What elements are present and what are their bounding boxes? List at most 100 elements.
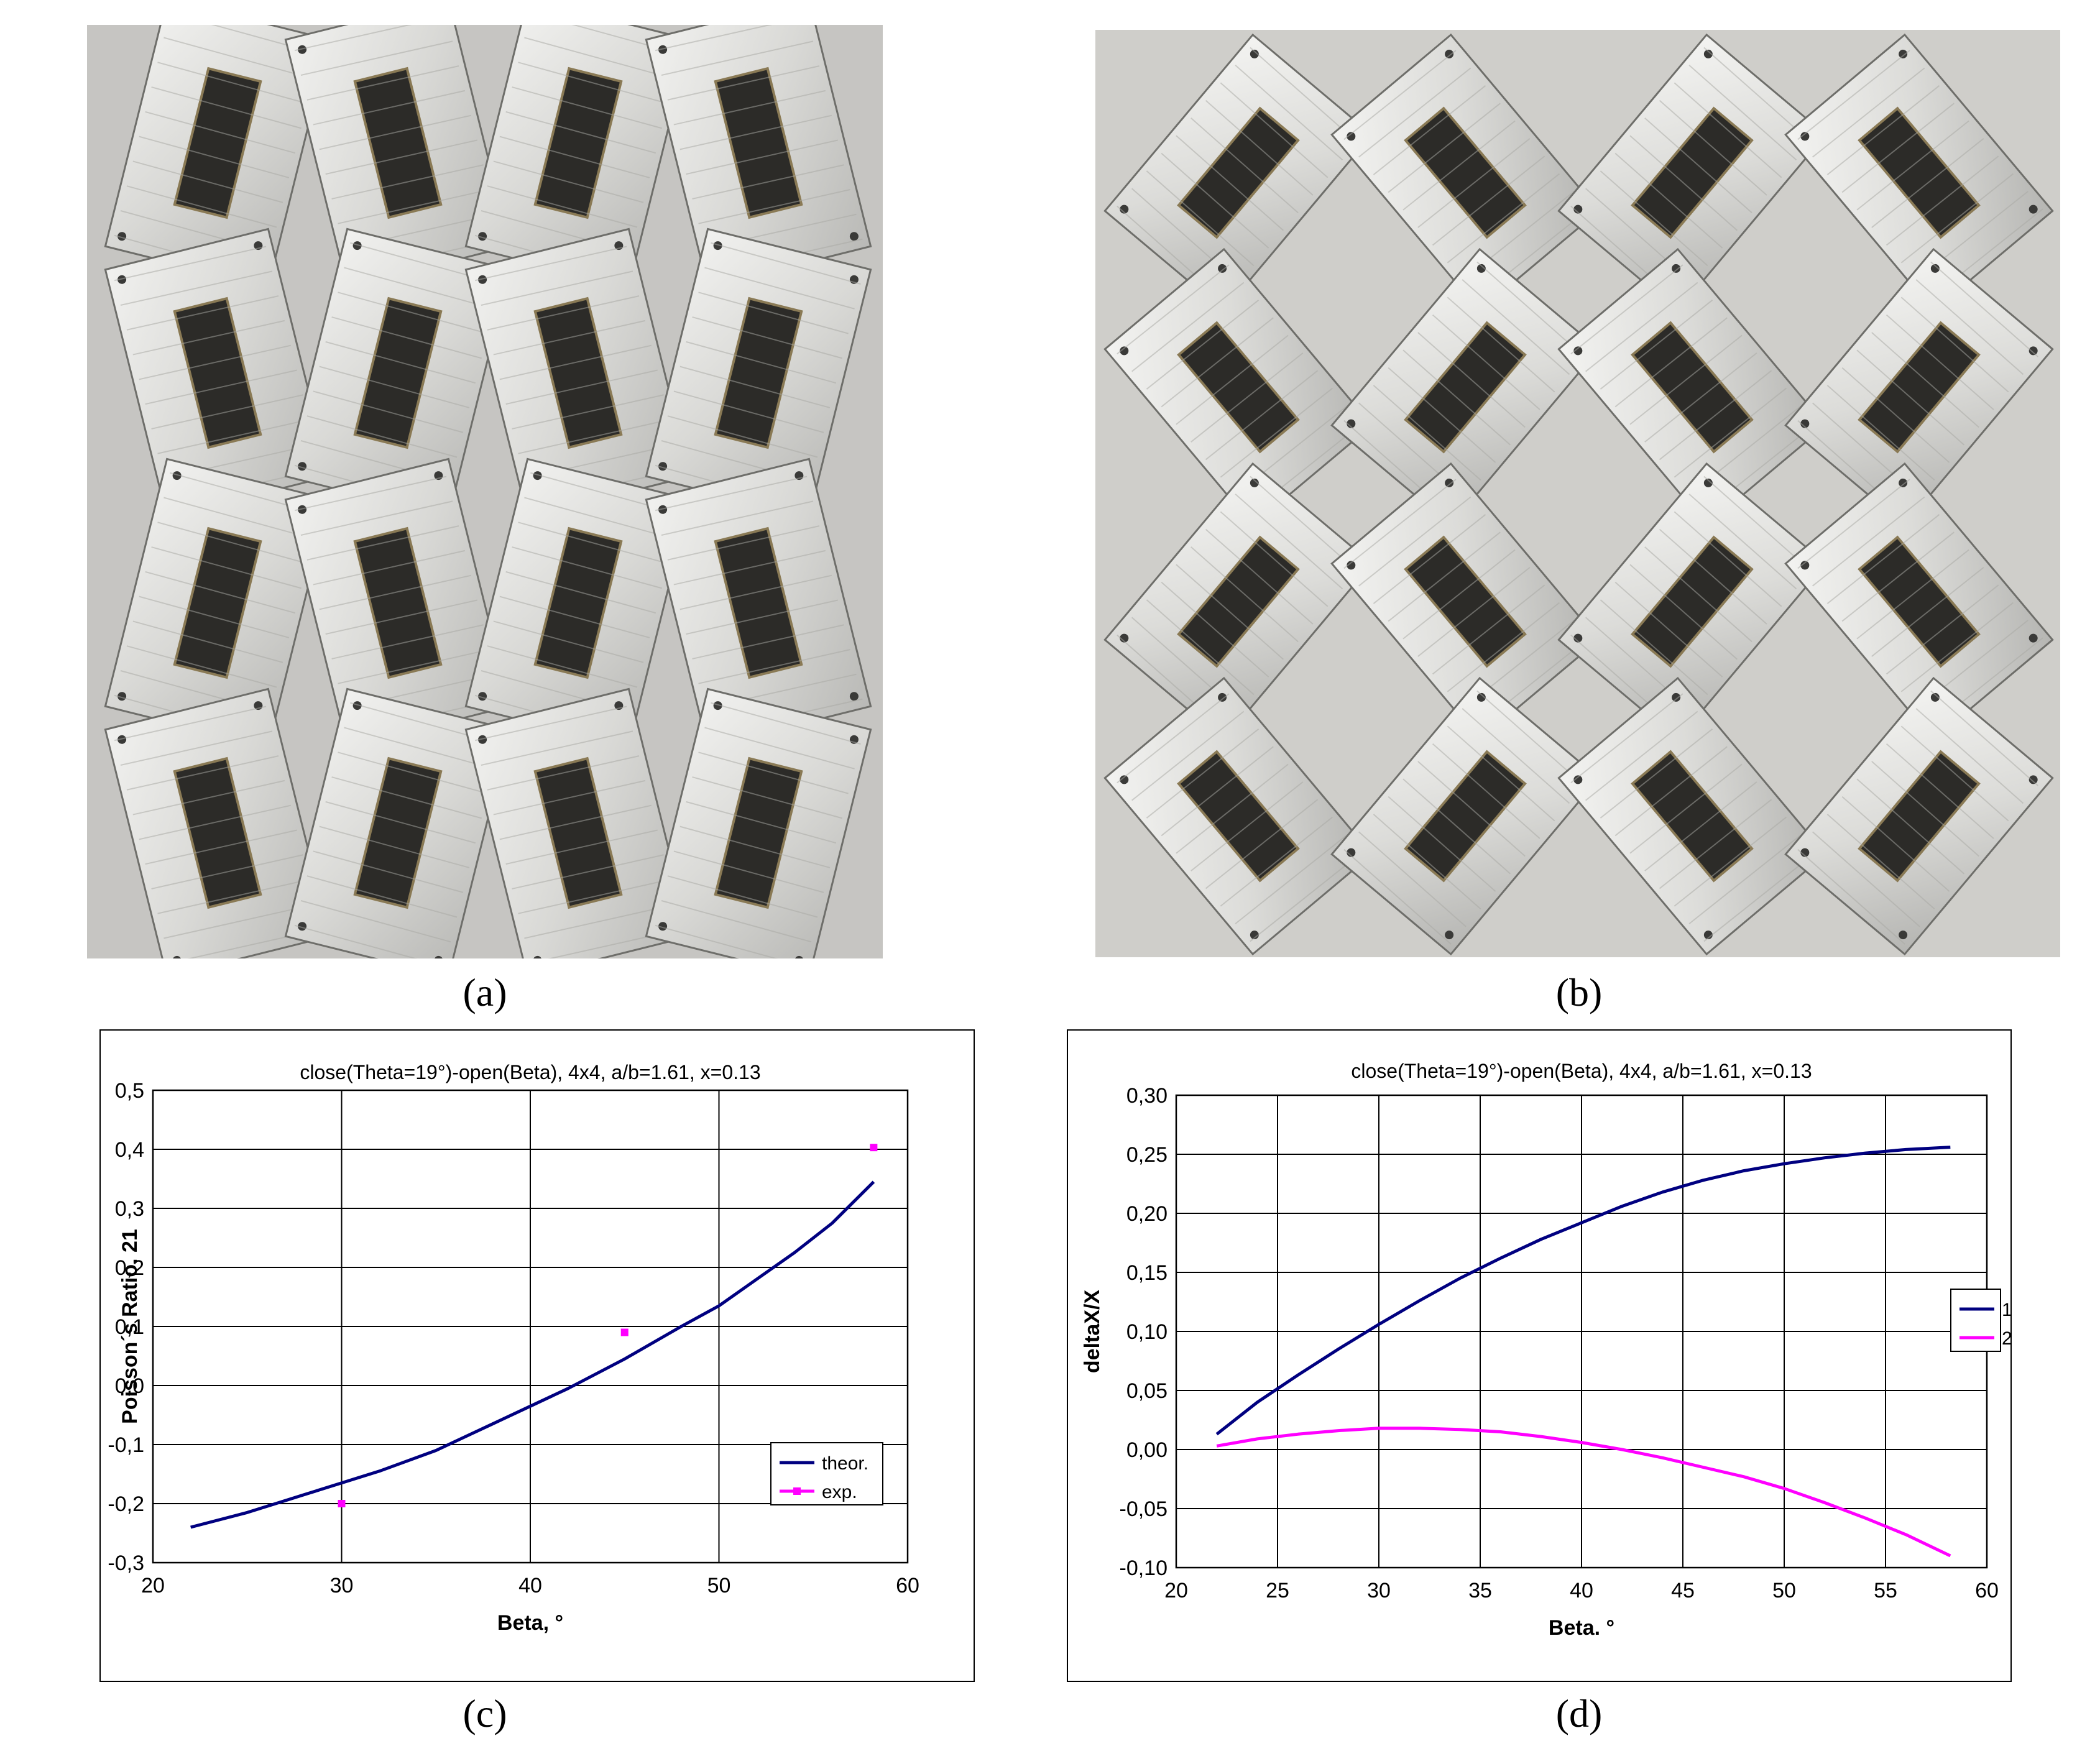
rivet (1250, 49, 1259, 58)
brush-mark (1703, 47, 1812, 143)
frame-slot (714, 526, 803, 679)
rivet (1218, 692, 1227, 702)
brush-mark (1417, 761, 1526, 857)
brush-mark (338, 292, 488, 334)
x-tick-label: 45 (1671, 1579, 1695, 1602)
rivet (1899, 478, 1908, 487)
legend-marker (793, 1487, 801, 1495)
brush-mark (1871, 761, 1979, 857)
brush-mark (661, 900, 812, 943)
brush-mark (145, 829, 297, 865)
brush-mark (1930, 261, 2038, 357)
y-tick-label: 0,20 (1126, 1202, 1167, 1226)
brush-mark (1871, 138, 1984, 228)
rivet (352, 241, 362, 250)
brush-mark (1841, 796, 1950, 892)
brush-mark (499, 136, 650, 178)
brush-mark (1235, 494, 1343, 590)
brush-mark (1600, 599, 1708, 696)
brush-mark (1146, 599, 1255, 696)
brush-mark (1146, 170, 1255, 267)
rivet (1899, 49, 1908, 58)
brush-mark (673, 390, 824, 433)
brush-mark (1432, 743, 1540, 839)
brush-mark (157, 62, 308, 104)
brush-mark (114, 705, 267, 742)
brush-mark (686, 801, 837, 844)
brush-mark (319, 365, 470, 408)
rivet (658, 45, 668, 54)
brush-mark (1388, 531, 1501, 622)
legend-label: 1 (2002, 1300, 2012, 1320)
brush-mark (655, 924, 806, 958)
brush-mark (1176, 334, 1289, 425)
photo-open-structure (1095, 30, 2060, 957)
brush-mark (1417, 567, 1531, 657)
brush-mark (686, 599, 838, 635)
brush-mark (163, 497, 314, 540)
brush-mark (300, 40, 453, 76)
brush-mark (1600, 170, 1708, 267)
legend-label: exp. (822, 1482, 857, 1502)
brush-mark (1343, 479, 1457, 569)
brush-mark (698, 292, 849, 334)
brush-mark (1644, 781, 1757, 871)
brush-mark (524, 903, 676, 939)
brush-mark (1117, 693, 1230, 784)
frame-slot (1404, 750, 1527, 883)
brush-mark (1570, 264, 1683, 355)
frame-slot (353, 67, 443, 219)
frame-slot (533, 526, 623, 679)
rivet (1120, 205, 1129, 214)
chart-title: close(Theta=19°)-open(Beta), 4x4, a/b=1.… (1351, 1060, 1812, 1082)
brush-mark (1585, 710, 1698, 801)
brush-mark (1674, 387, 1787, 478)
brush-mark (306, 525, 459, 561)
metal-frame (1784, 247, 2054, 527)
frame-slot (1631, 321, 1754, 454)
metal-frame (104, 687, 331, 958)
brush-mark (1900, 173, 2014, 264)
x-tick-label: 40 (518, 1574, 542, 1597)
brush-mark (325, 139, 477, 175)
brush-mark (655, 476, 808, 512)
brush-mark (1373, 85, 1486, 175)
brush-mark (313, 90, 466, 126)
brush-mark (1146, 300, 1260, 390)
brush-mark (1220, 82, 1329, 178)
brush-mark (331, 316, 482, 359)
y-tick-label: -0,05 (1120, 1497, 1168, 1521)
y-tick-label: 0,3 (115, 1197, 144, 1221)
rivet (713, 241, 722, 250)
brush-mark (1644, 546, 1752, 643)
brush-mark (1644, 117, 1752, 214)
brush-mark (1220, 387, 1333, 478)
brush-mark (1176, 763, 1289, 854)
rivet (2029, 346, 2038, 356)
brush-mark (1674, 816, 1787, 907)
brush-mark (145, 369, 297, 405)
brush-mark (1826, 514, 1940, 604)
rivet (2029, 775, 2038, 784)
brush-mark (1205, 799, 1319, 889)
brush-mark (1629, 334, 1743, 425)
x-tick-label: 40 (1570, 1579, 1593, 1602)
rivet (1476, 692, 1486, 702)
brush-mark (145, 571, 296, 614)
brush-mark (325, 801, 476, 844)
y-tick-label: -0,10 (1120, 1556, 1168, 1580)
brush-mark (126, 755, 279, 791)
x-tick-label: 25 (1266, 1579, 1289, 1602)
frame-slot (533, 67, 623, 219)
frame-slot (1404, 106, 1527, 239)
brush-mark (512, 854, 664, 889)
brush-mark (132, 160, 283, 203)
brush-mark (300, 900, 451, 943)
rivet (1120, 633, 1129, 643)
panel-label-b: (b) (1555, 970, 1603, 1014)
y-tick-label: 0,10 (1126, 1320, 1167, 1344)
brush-mark (1600, 728, 1713, 819)
brush-mark (1886, 584, 1999, 675)
brush-mark (1432, 155, 1545, 246)
x-tick-label: 50 (707, 1574, 731, 1597)
